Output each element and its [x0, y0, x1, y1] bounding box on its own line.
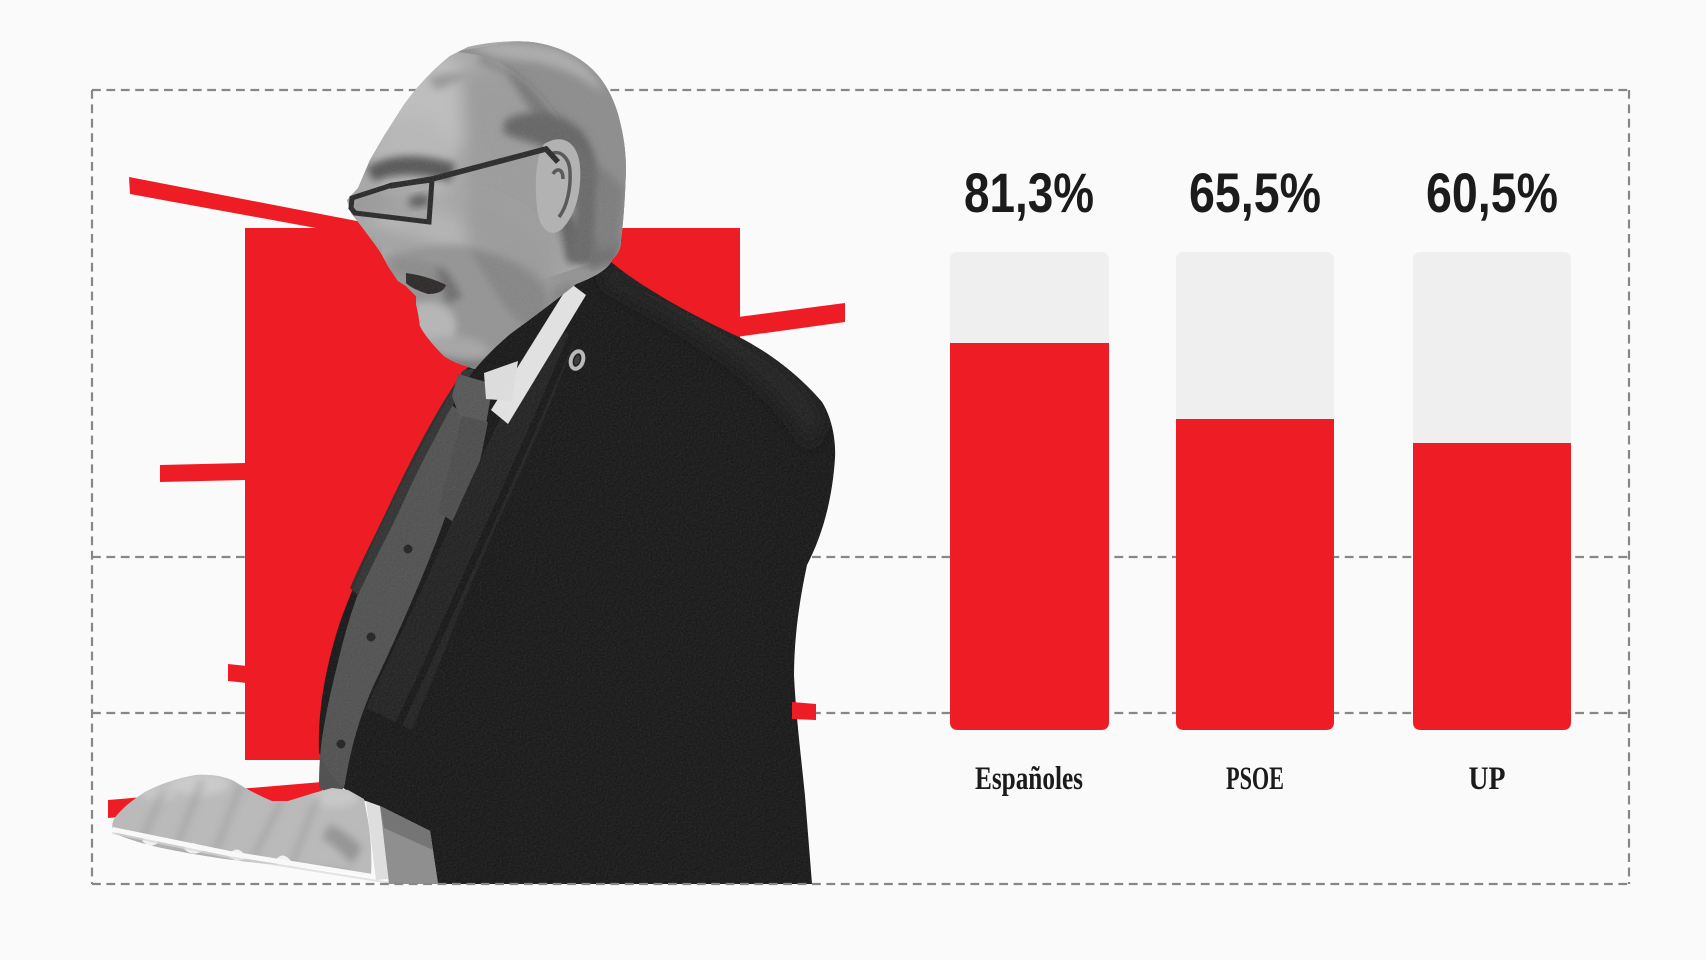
svg-text:60,5%: 60,5%: [1426, 161, 1558, 224]
svg-text:Españoles: Españoles: [975, 761, 1083, 797]
svg-text:81,3%: 81,3%: [964, 161, 1094, 224]
svg-text:UP: UP: [1469, 761, 1506, 797]
svg-text:PSOE: PSOE: [1226, 761, 1284, 797]
svg-text:65,5%: 65,5%: [1189, 161, 1321, 224]
